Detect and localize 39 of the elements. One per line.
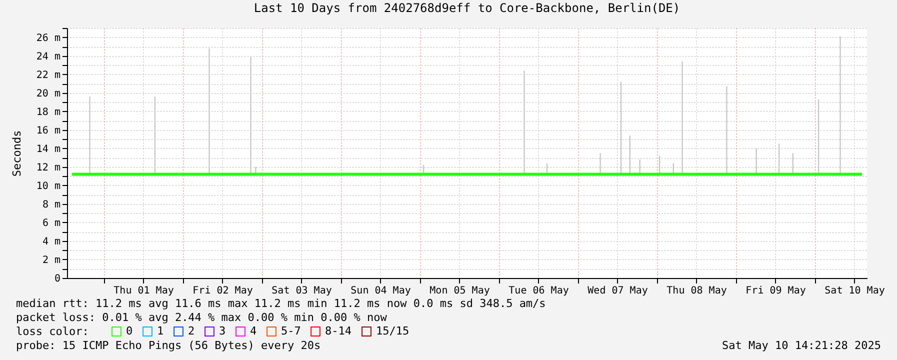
x-tick-label: Sun 04 May xyxy=(350,286,411,296)
y-tick-label: 10 m xyxy=(36,180,60,192)
text: median rtt: 11.2 ms avg 11.6 ms max 11.2 ms min 11.2 ms now 0.0 ms sd 348.5 am/s xyxy=(16,297,546,310)
x-tick-label: Thu 08 May xyxy=(666,286,727,296)
x-tick-label: Wed 07 May xyxy=(588,286,648,296)
y-axis-title: Seconds xyxy=(10,130,24,177)
legend-label: 0 xyxy=(126,324,133,338)
legend-title: loss color: xyxy=(16,325,89,338)
legend-label: 15/15 xyxy=(376,324,410,338)
legend-label: 3 xyxy=(219,324,226,338)
y-tick-label: 26 m xyxy=(36,32,60,44)
y-tick-label: 0 xyxy=(54,274,60,284)
y-tick-label: 22 m xyxy=(36,70,60,81)
text: probe: 15 ICMP Echo Pings (56 Bytes) every 20s xyxy=(16,339,321,352)
y-tick-label: 6 m xyxy=(42,218,60,229)
legend-label: 1 xyxy=(157,324,164,338)
y-tick-label: 2 m xyxy=(42,254,60,266)
x-tick-label: Fri 02 May xyxy=(192,286,253,296)
legend-label: 4 xyxy=(250,324,257,338)
y-tick-label: 24 m xyxy=(36,51,60,62)
legend-label: 5-7 xyxy=(281,324,301,338)
x-tick-label: Fri 09 May xyxy=(746,286,806,296)
x-tick-label: Sat 03 May xyxy=(272,286,332,296)
y-tick-label: 20 m xyxy=(36,88,60,100)
x-tick-label: Mon 05 May xyxy=(430,286,490,296)
text: Sat May 10 14:21:28 2025 xyxy=(722,339,881,352)
y-tick-label: 16 m xyxy=(36,125,60,136)
x-tick-label: Thu 01 May xyxy=(114,286,174,296)
legend-label: 8-14 xyxy=(325,324,352,338)
y-tick-label: 18 m xyxy=(36,106,60,118)
y-tick-label: 8 m xyxy=(42,199,60,210)
text: packet loss: 0.01 % avg 2.44 % max 0.00 % min 0.00 % now xyxy=(16,311,388,324)
y-tick-label: 14 m xyxy=(36,144,60,155)
y-tick-label: 12 m xyxy=(36,162,60,174)
x-tick-label: Tue 06 May xyxy=(508,286,569,296)
y-tick-label: 4 m xyxy=(42,236,60,248)
x-tick-label: Sat 10 May xyxy=(824,286,885,296)
legend-label: 2 xyxy=(188,324,195,338)
chart-title: Last 10 Days from 2402768d9eff to Core-Backbone, Berlin(DE) xyxy=(254,1,680,15)
